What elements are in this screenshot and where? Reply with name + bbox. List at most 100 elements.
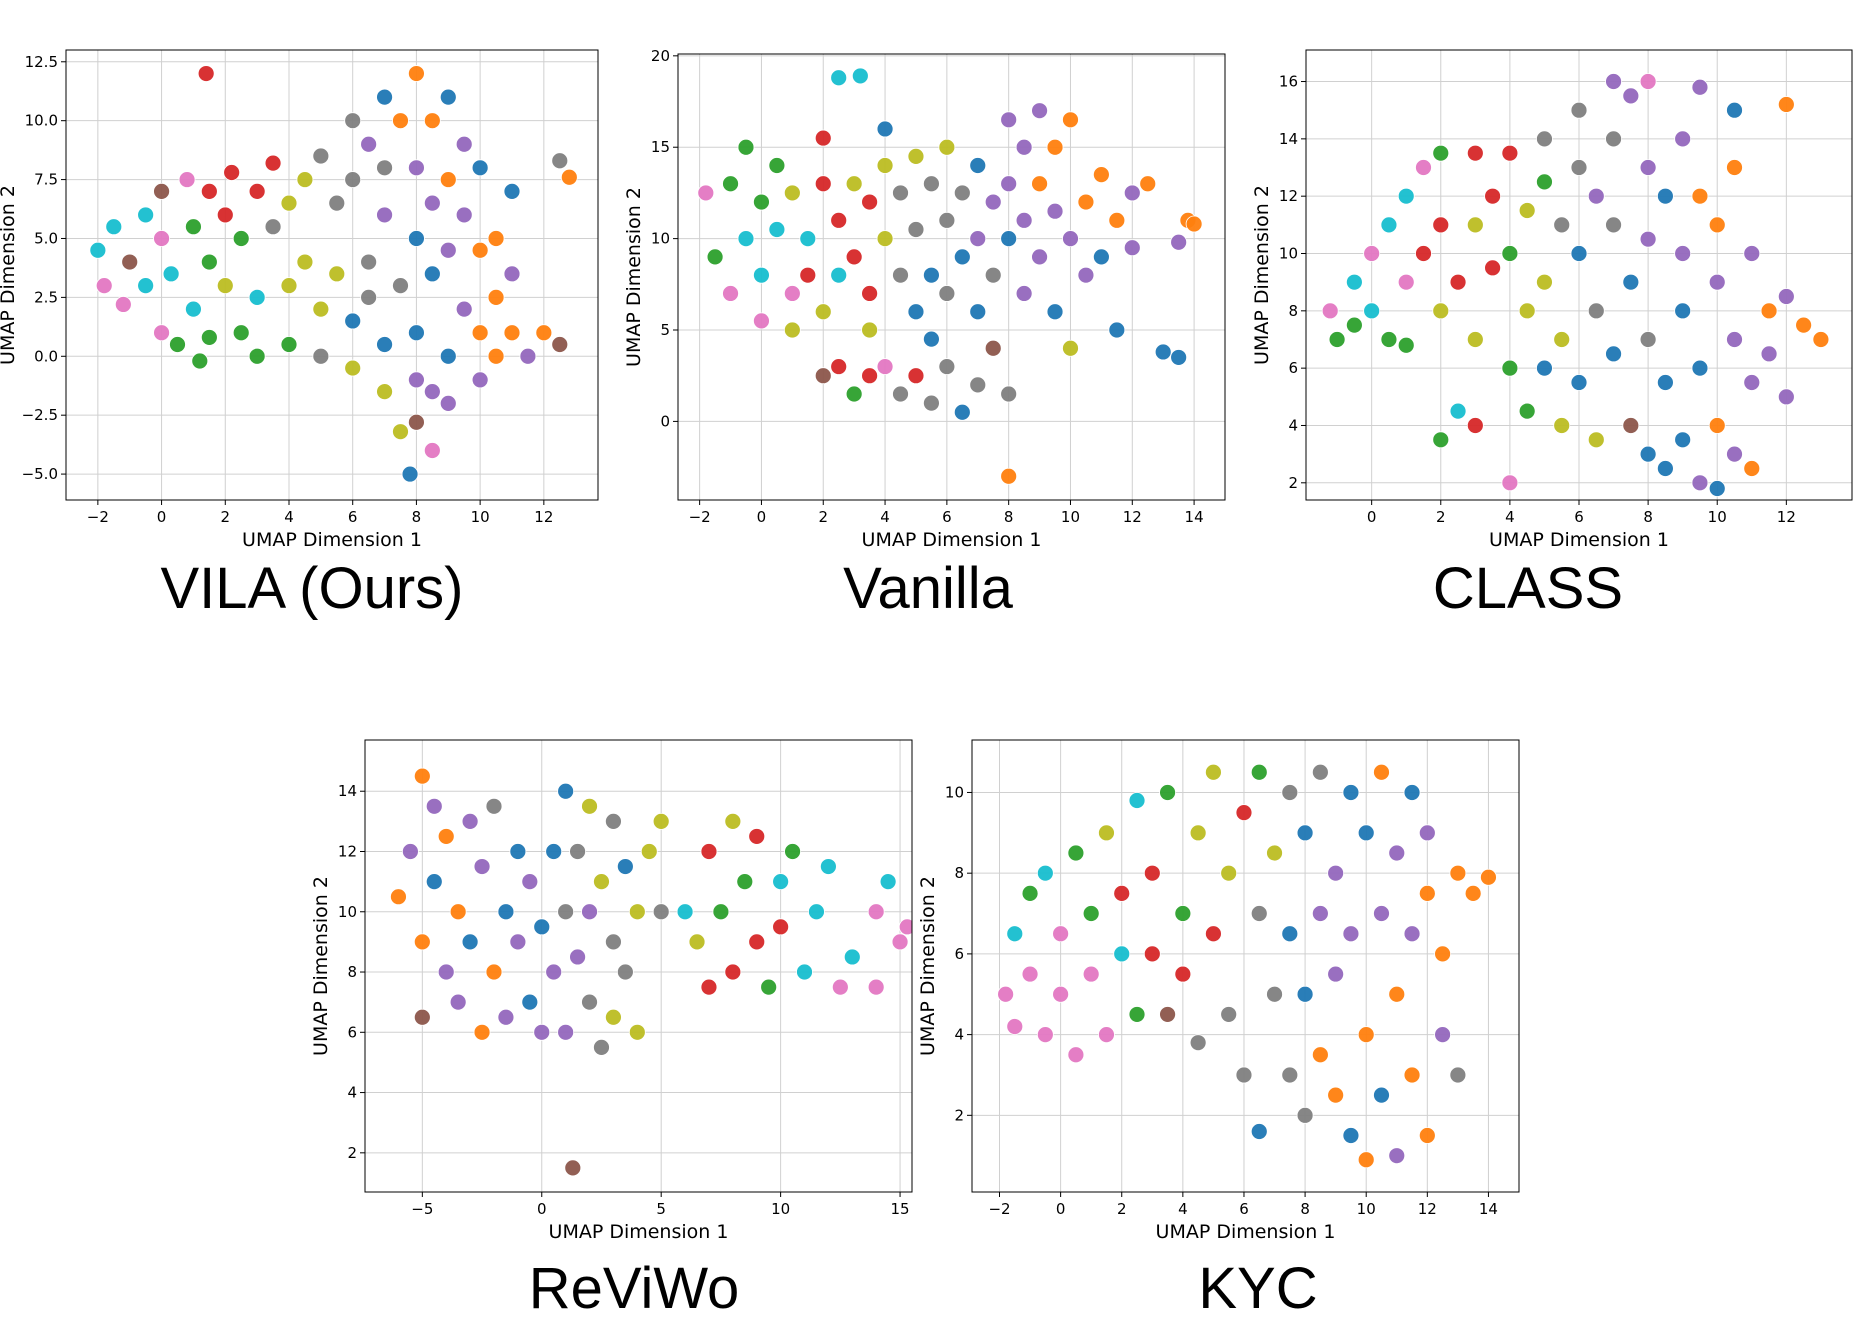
- y-axis-label: UMAP Dimension 2: [310, 876, 332, 1056]
- x-axis-label: UMAP Dimension 1: [1489, 529, 1669, 551]
- x-tick-label: 10: [1708, 508, 1727, 526]
- data-point: [1098, 1026, 1115, 1044]
- data-point: [200, 253, 218, 271]
- data-point: [437, 963, 455, 981]
- data-point: [413, 1008, 431, 1026]
- data-point: [1449, 864, 1467, 882]
- panel-title: Vanilla: [843, 556, 1014, 621]
- x-tick-label: 12: [1777, 508, 1796, 526]
- data-point: [392, 112, 409, 130]
- points: [1321, 73, 1830, 497]
- data-point: [706, 248, 724, 266]
- data-point: [1708, 273, 1726, 291]
- data-point: [1691, 78, 1709, 96]
- data-point: [425, 873, 443, 891]
- data-point: [569, 948, 586, 966]
- x-tick-label: 0: [1367, 508, 1377, 526]
- data-point: [722, 175, 739, 193]
- data-point: [503, 324, 521, 342]
- data-point: [1622, 87, 1640, 105]
- data-point: [953, 184, 971, 202]
- data-point: [1708, 216, 1726, 234]
- data-point: [408, 371, 425, 389]
- data-point: [296, 171, 314, 188]
- data-point: [1345, 273, 1363, 291]
- data-point: [1674, 245, 1692, 262]
- data-point: [1108, 211, 1126, 229]
- data-point: [799, 230, 817, 248]
- data-point: [487, 230, 505, 247]
- data-point: [1432, 144, 1450, 162]
- data-point: [753, 312, 770, 330]
- data-point: [1143, 945, 1161, 963]
- data-point: [1777, 388, 1795, 406]
- data-point: [1077, 266, 1095, 284]
- x-tick-label: 2: [1436, 508, 1446, 526]
- data-point: [1373, 905, 1390, 922]
- points: [697, 67, 1203, 485]
- y-tick-label: 8: [347, 963, 357, 981]
- data-point: [1501, 359, 1519, 377]
- data-point: [1123, 184, 1141, 202]
- data-point: [1388, 1147, 1406, 1165]
- points: [89, 65, 578, 483]
- data-point: [1708, 417, 1726, 434]
- x-tick-label: 15: [891, 1200, 910, 1218]
- data-point: [153, 324, 170, 342]
- data-point: [1113, 945, 1131, 963]
- scatter-panel-3: 0 2 4 6 8 10 12 2 4 6 8 10 12 14 16 UMAP Dimension 1 UMA…: [1251, 49, 1853, 621]
- data-point: [1415, 159, 1432, 176]
- data-point: [724, 963, 742, 981]
- data-point: [423, 383, 441, 401]
- data-point: [153, 182, 170, 200]
- data-point: [1311, 905, 1329, 922]
- y-axis-label: UMAP Dimension 2: [917, 876, 939, 1056]
- data-point: [89, 241, 107, 259]
- data-point: [851, 67, 869, 85]
- data-point: [169, 336, 186, 353]
- data-point: [1536, 173, 1553, 191]
- y-tick-label: 0: [660, 412, 670, 430]
- y-tick-label: 10.0: [25, 112, 58, 130]
- data-point: [1000, 230, 1018, 248]
- x-tick-label: 4: [1505, 508, 1515, 526]
- data-point: [439, 88, 457, 106]
- data-point: [1622, 417, 1640, 434]
- data-point: [938, 138, 956, 156]
- data-point: [593, 1038, 610, 1056]
- x-tick-label: 6: [348, 508, 358, 526]
- data-point: [401, 465, 419, 483]
- data-point: [605, 933, 622, 951]
- data-point: [640, 843, 658, 860]
- y-axis-label: UMAP Dimension 2: [1251, 185, 1273, 365]
- data-point: [1327, 1086, 1345, 1104]
- data-point: [1235, 1066, 1253, 1084]
- data-point: [1189, 824, 1207, 842]
- data-point: [360, 253, 378, 271]
- data-point: [1328, 331, 1346, 348]
- data-point: [783, 321, 801, 339]
- data-point: [1403, 925, 1421, 943]
- data-point: [376, 206, 393, 224]
- y-tick-label: 10: [945, 783, 964, 801]
- data-point: [814, 303, 832, 321]
- data-point: [344, 312, 362, 330]
- data-point: [581, 993, 598, 1011]
- data-point: [1777, 288, 1795, 305]
- x-tick-label: 6: [1239, 1200, 1249, 1218]
- x-axis-label: UMAP Dimension 1: [1156, 1221, 1336, 1243]
- data-point: [1159, 1006, 1176, 1023]
- x-tick-label: 0: [537, 1200, 547, 1218]
- y-tick-label: 5.0: [34, 229, 58, 247]
- data-point: [814, 129, 832, 147]
- y-tick-label: 0.0: [34, 347, 58, 365]
- data-point: [737, 230, 755, 248]
- data-point: [1143, 864, 1161, 882]
- x-tick-label: −5: [411, 1200, 433, 1218]
- data-point: [114, 296, 132, 313]
- x-tick-label: 8: [1300, 1200, 1310, 1218]
- data-point: [676, 903, 694, 921]
- data-point: [1092, 166, 1110, 184]
- data-point: [425, 797, 443, 815]
- data-point: [360, 135, 378, 153]
